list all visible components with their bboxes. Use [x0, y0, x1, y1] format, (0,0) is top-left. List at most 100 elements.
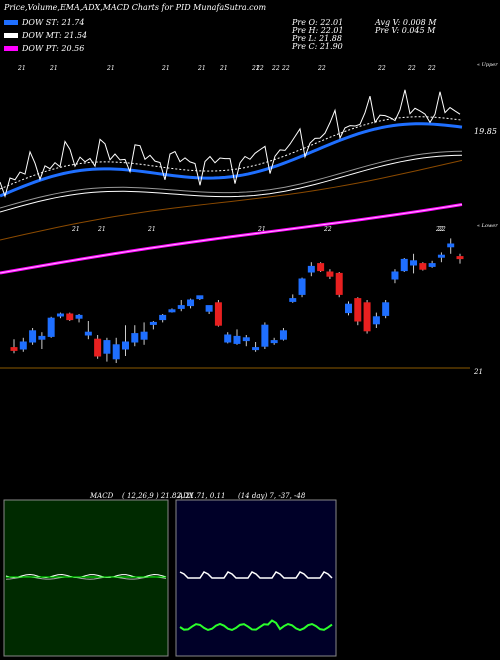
dow-mt-line-upper: [0, 150, 463, 209]
candle-body: [233, 335, 241, 344]
candle-body: [94, 338, 102, 357]
candle-body: [252, 347, 260, 351]
candle-body: [363, 302, 371, 332]
top-tick-label: 21: [17, 65, 26, 72]
stat-avg-volume: Avg V: 0.008 M: [375, 18, 437, 27]
mid-tick-label: 21: [71, 226, 80, 233]
candle-body: [354, 298, 362, 322]
candle-body: [335, 272, 343, 295]
dow-st-label: DOW ST: 21.74: [22, 18, 85, 27]
stat-high: Pre H: 22.01: [292, 26, 344, 35]
candle-body: [122, 341, 129, 350]
candle-body: [270, 340, 278, 344]
top-tick-label: 22: [271, 65, 280, 72]
candle-body: [149, 321, 157, 325]
candle-body: [279, 330, 287, 340]
candle-body: [224, 334, 232, 343]
lower-band-label: « Lower: [477, 223, 498, 229]
dow-mt-line-lower: [0, 154, 463, 213]
candle-body: [10, 347, 18, 351]
candle-body: [437, 254, 445, 258]
candle-body: [47, 317, 55, 337]
candle-body: [372, 316, 380, 325]
top-tick-label: 22: [407, 65, 416, 72]
candle-body: [168, 309, 176, 313]
dow-pt-highlight: [0, 204, 463, 274]
legend-dow-st: DOW ST: 21.74: [4, 18, 84, 27]
dow-st-swatch: [4, 20, 18, 25]
top-tick-label: 21: [106, 65, 115, 72]
candle-body: [410, 260, 418, 266]
price-close-line: [0, 89, 461, 198]
candle-body: [38, 335, 46, 340]
mid-tick-label: 21: [97, 226, 106, 233]
legend-dow-mt: DOW MT: 21.54: [4, 31, 87, 40]
candle-body: [261, 324, 269, 347]
candle-body: [84, 331, 92, 336]
candle-body: [75, 314, 83, 319]
mid-tick-label: 22: [323, 226, 332, 233]
dow-pt-swatch: [4, 46, 18, 51]
adx-label: ADX: [178, 492, 194, 500]
candle-body: [317, 263, 325, 272]
dow-pt-label: DOW PT: 20.56: [22, 44, 85, 53]
candle-body: [29, 330, 37, 343]
top-tick-label: 21: [197, 65, 206, 72]
upper-band-label: « Upper: [477, 62, 498, 68]
candle-body: [140, 331, 148, 340]
candle-body: [419, 263, 427, 270]
top-tick-label: 22: [317, 65, 326, 72]
top-tick-label: 22: [255, 65, 264, 72]
dow-st-line: [0, 122, 463, 198]
candle-body: [298, 278, 306, 295]
adx-line: [179, 571, 333, 579]
candle-body: [307, 265, 315, 273]
candle-body: [214, 302, 222, 326]
candle-tick-label: 22: [435, 226, 444, 233]
candle-body: [205, 305, 213, 312]
candle-body: [456, 256, 464, 260]
legend-dow-pt: DOW PT: 20.56: [4, 44, 84, 53]
baseline-price-label: 21: [474, 368, 483, 376]
candle-body: [112, 344, 120, 360]
candle-body: [56, 313, 64, 317]
candle-body: [187, 299, 195, 307]
adx-params: (14 day) 7, -37, -48: [238, 492, 306, 500]
top-tick-label: 22: [377, 65, 386, 72]
candle-body: [447, 243, 455, 248]
candle-body: [400, 258, 408, 272]
adx-di-line: [179, 619, 333, 632]
candle-body: [289, 298, 297, 302]
candle-body: [66, 313, 74, 321]
macd-params: ( 12,26,9 ) 21.82, 21.71, 0.11: [122, 492, 226, 500]
candle-body: [345, 303, 352, 314]
long-ema-line: [0, 159, 463, 241]
stat-pre-volume: Pre V: 0.045 M: [375, 26, 436, 35]
candle-body: [391, 271, 399, 280]
candle-body: [19, 341, 27, 350]
macd-label: MACD: [90, 492, 114, 500]
top-tick-label: 21: [49, 65, 58, 72]
candle-body: [242, 337, 250, 342]
mid-tick-label: 22: [437, 226, 446, 233]
dow-st-dotted: [0, 116, 463, 190]
mid-tick-label: 21: [257, 226, 266, 233]
top-tick-label: 22: [281, 65, 290, 72]
top-tick-label: 22: [427, 65, 436, 72]
stat-close: Pre C: 21.90: [292, 42, 343, 51]
price-level-label: 19.85: [474, 127, 497, 136]
candle-body: [428, 263, 436, 267]
mid-tick-label: 21: [147, 226, 156, 233]
top-tick-label: 21: [219, 65, 228, 72]
candle-body: [159, 314, 167, 321]
candle-body: [196, 295, 204, 300]
stat-open: Pre O: 22.01: [292, 18, 344, 27]
candle-body: [103, 340, 111, 354]
chart-title: Price,Volume,EMA,ADX,MACD Charts for PID…: [4, 3, 267, 12]
stat-low: Pre L: 21.88: [292, 34, 342, 43]
dow-mt-label: DOW MT: 21.54: [22, 31, 88, 40]
candle-body: [177, 305, 185, 309]
top-tick-label: 21: [161, 65, 170, 72]
